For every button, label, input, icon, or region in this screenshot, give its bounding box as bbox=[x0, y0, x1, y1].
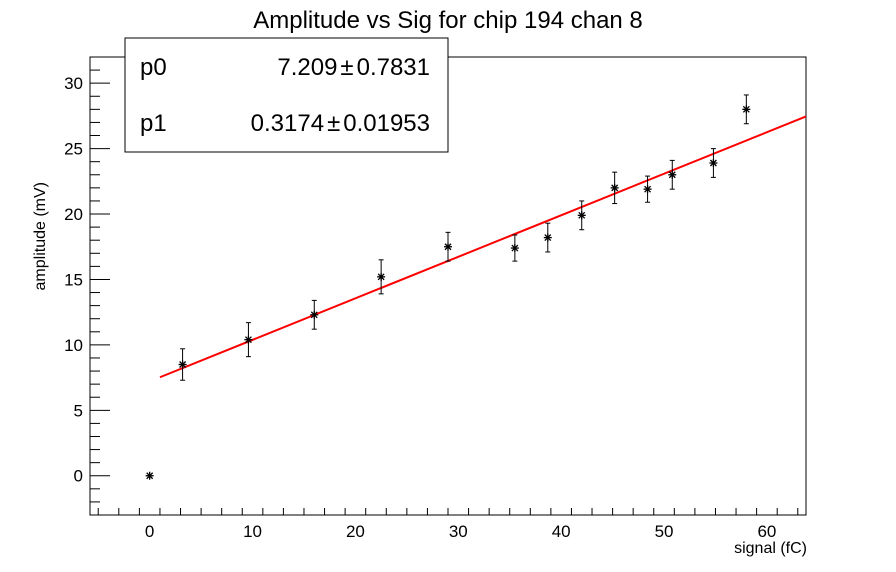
data-point bbox=[510, 234, 519, 262]
data-point bbox=[742, 94, 751, 125]
stat-p0-error: 0.7831 bbox=[357, 54, 430, 81]
marker-stroke bbox=[709, 159, 717, 167]
x-axis-title: signal (fC) bbox=[734, 540, 807, 557]
x-tick-label: 0 bbox=[145, 522, 154, 541]
data-point bbox=[668, 159, 677, 190]
marker-stroke bbox=[511, 244, 519, 252]
stat-value-p1: 0.3174 ±0.01953 bbox=[251, 110, 430, 137]
marker-stroke bbox=[179, 361, 187, 368]
y-axis: 0 5 10 15 20 25 30 bbox=[64, 56, 110, 503]
stat-p1-error: 0.01953 bbox=[343, 110, 430, 137]
marker-stroke bbox=[310, 311, 318, 319]
stat-p1-value: 0.3174 bbox=[251, 110, 324, 137]
x-axis: 0 10 20 30 40 50 60 bbox=[97, 508, 799, 541]
fit-line bbox=[159, 115, 807, 379]
data-point bbox=[709, 148, 718, 178]
y-axis-title: amplitude (mV) bbox=[32, 182, 49, 290]
y-tick-label: 10 bbox=[64, 336, 83, 355]
y-tick-label: 5 bbox=[74, 401, 83, 420]
marker-stroke bbox=[377, 273, 385, 281]
x-tick-label: 30 bbox=[449, 522, 468, 541]
x-tick-label: 20 bbox=[346, 522, 365, 541]
stat-value-p0: 7.209 ±0.7831 bbox=[277, 54, 430, 81]
stat-name-p0: p0 bbox=[140, 54, 167, 81]
stats-box-frame bbox=[124, 37, 449, 153]
marker-stroke bbox=[742, 105, 750, 113]
marker-stroke bbox=[668, 171, 676, 179]
marker-stroke bbox=[578, 211, 586, 219]
data-point bbox=[577, 200, 586, 231]
stat-name-p1: p1 bbox=[140, 110, 167, 137]
marker-stroke bbox=[146, 472, 154, 480]
data-point bbox=[377, 259, 386, 295]
x-tick-label: 40 bbox=[552, 522, 571, 541]
y-tick-label: 15 bbox=[64, 270, 83, 289]
data-point bbox=[643, 175, 652, 203]
x-tick-label: 50 bbox=[655, 522, 674, 541]
stats-box: p0 7.209 ±0.7831 p1 0.3174 ±0.01953 bbox=[124, 37, 449, 153]
marker-stroke bbox=[544, 234, 552, 242]
stat-p1-pm: ± bbox=[327, 110, 340, 137]
data-point bbox=[178, 348, 187, 381]
x-tick-label: 10 bbox=[243, 522, 262, 541]
x-tick-label: 60 bbox=[757, 522, 776, 541]
data-point bbox=[444, 231, 452, 262]
y-tick-label: 30 bbox=[64, 74, 83, 93]
marker-stroke bbox=[611, 184, 619, 192]
marker-stroke bbox=[444, 243, 452, 251]
data-point bbox=[610, 171, 619, 205]
y-tick-label: 0 bbox=[74, 467, 83, 486]
data-point bbox=[244, 322, 253, 358]
points-layer bbox=[145, 94, 751, 480]
data-point bbox=[145, 471, 154, 480]
marker-stroke bbox=[244, 336, 252, 344]
stat-p0-value: 7.209 bbox=[277, 54, 337, 81]
fit-layer bbox=[159, 115, 807, 379]
y-tick-label: 20 bbox=[64, 205, 83, 224]
marker-stroke bbox=[644, 185, 652, 193]
chart-title: Amplitude vs Sig for chip 194 chan 8 bbox=[253, 7, 643, 34]
data-point bbox=[543, 222, 552, 253]
data-point bbox=[310, 299, 319, 330]
y-tick-label: 25 bbox=[64, 140, 83, 159]
stat-p0-pm: ± bbox=[340, 54, 353, 81]
